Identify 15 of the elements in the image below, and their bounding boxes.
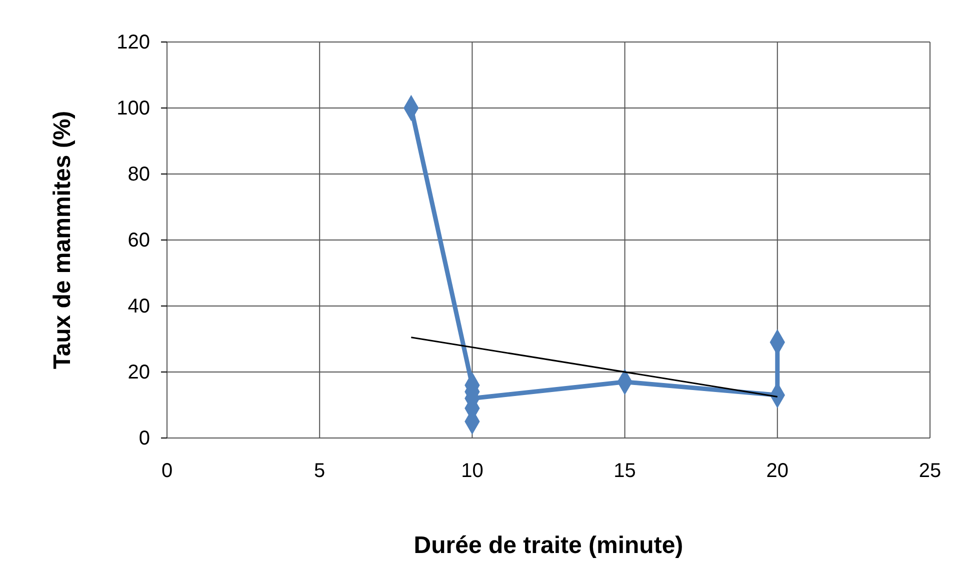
x-tick-label: 20 xyxy=(766,460,789,482)
x-tick-label: 15 xyxy=(614,460,636,482)
x-tick-label: 5 xyxy=(314,460,326,482)
x-tick-label: 10 xyxy=(461,460,484,482)
y-tick-label: 120 xyxy=(116,31,150,54)
y-tick-label: 20 xyxy=(128,361,150,384)
y-tick-label: 0 xyxy=(138,427,150,450)
y-tick-label: 100 xyxy=(116,97,150,120)
y-tick-label: 60 xyxy=(128,229,150,252)
x-tick-label: 25 xyxy=(918,460,942,482)
x-axis-title: Durée de traite (minute) xyxy=(414,532,684,559)
y-tick-label: 80 xyxy=(128,163,150,186)
y-axis-title: Taux de mammites (%) xyxy=(49,110,76,370)
x-tick-label: 0 xyxy=(161,460,173,482)
y-tick-label: 40 xyxy=(128,295,150,318)
